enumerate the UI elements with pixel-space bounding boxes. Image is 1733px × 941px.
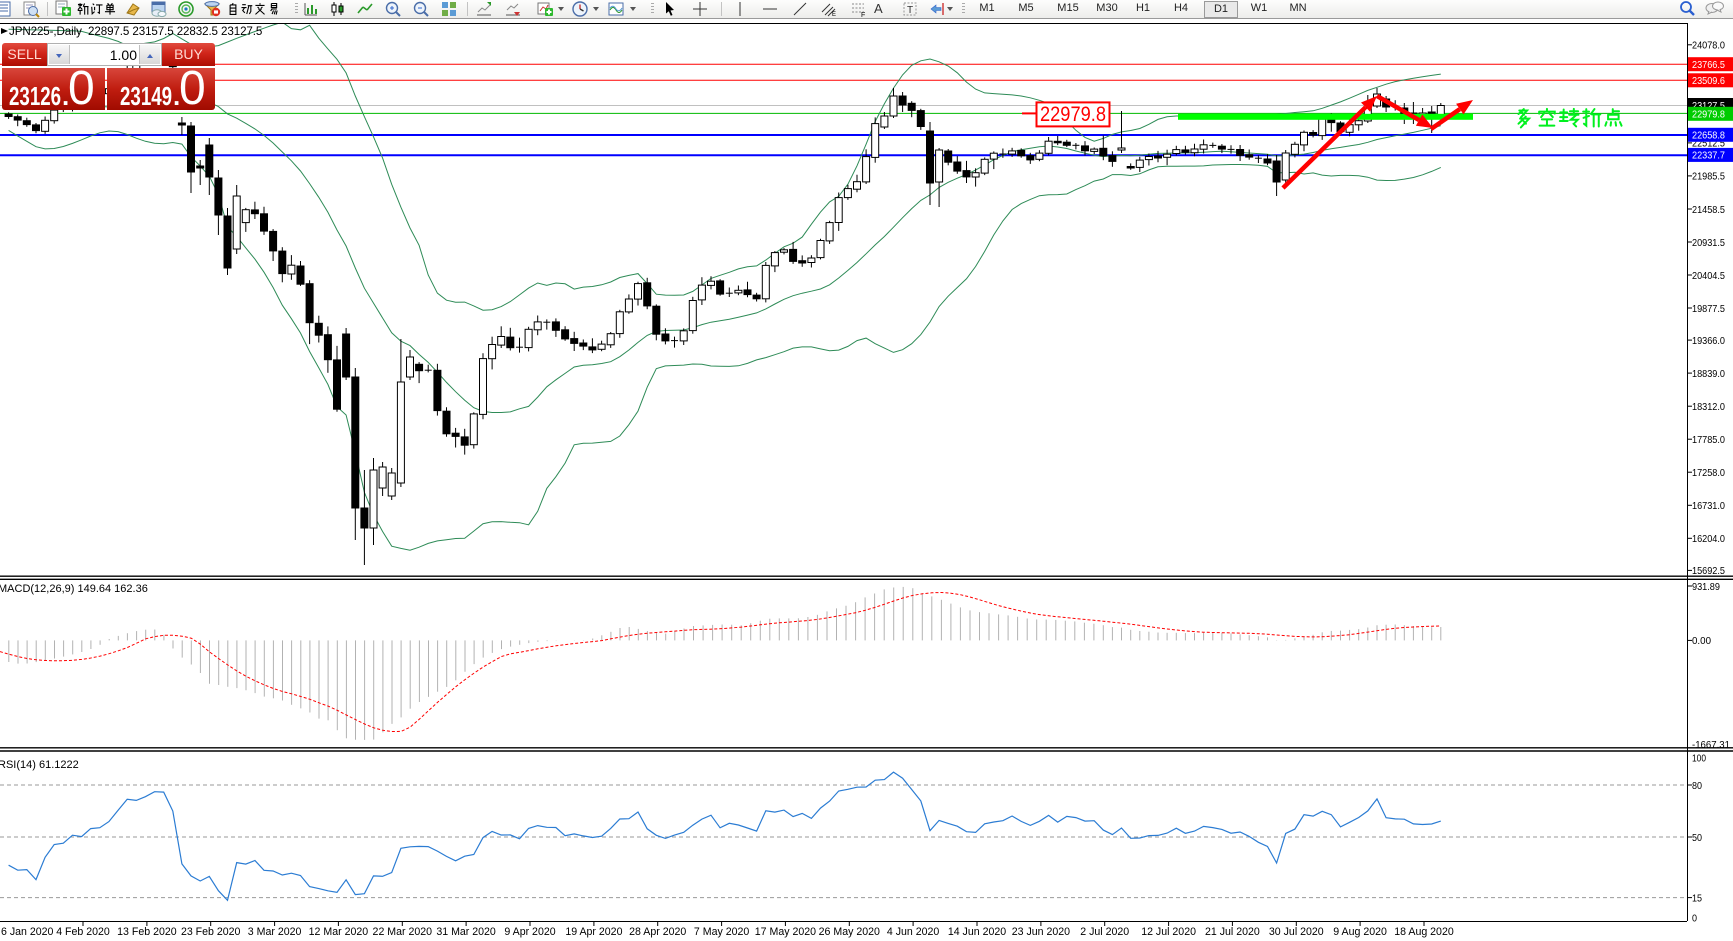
svg-text:18839.0: 18839.0 — [1692, 368, 1725, 380]
svg-text:100: 100 — [1692, 753, 1706, 765]
svg-text:18312.0: 18312.0 — [1692, 401, 1725, 413]
svg-text:4 Feb 2020: 4 Feb 2020 — [56, 926, 110, 938]
svg-text:24078.0: 24078.0 — [1692, 40, 1725, 52]
svg-text:22979.8: 22979.8 — [1692, 109, 1725, 121]
svg-text:22658.8: 22658.8 — [1692, 130, 1725, 142]
svg-text:12 Jul 2020: 12 Jul 2020 — [1141, 926, 1196, 938]
svg-text:28 Apr 2020: 28 Apr 2020 — [629, 926, 686, 938]
svg-text:2 Jul 2020: 2 Jul 2020 — [1080, 926, 1129, 938]
svg-text:7 May 2020: 7 May 2020 — [694, 926, 749, 938]
svg-text:17258.0: 17258.0 — [1692, 467, 1725, 479]
svg-text:16731.0: 16731.0 — [1692, 500, 1725, 512]
svg-text:15692.5: 15692.5 — [1692, 565, 1725, 577]
svg-text:-1667.31: -1667.31 — [1692, 739, 1730, 751]
svg-text:T: T — [907, 5, 913, 16]
svg-text:23766.5: 23766.5 — [1692, 59, 1725, 71]
svg-text:23509.6: 23509.6 — [1692, 75, 1725, 87]
svg-text:23 Jun 2020: 23 Jun 2020 — [1012, 926, 1070, 938]
svg-text:6 Jan 2020: 6 Jan 2020 — [1, 926, 54, 938]
svg-text:26 May 2020: 26 May 2020 — [819, 926, 880, 938]
svg-text:17 May 2020: 17 May 2020 — [755, 926, 816, 938]
svg-text:18 Aug 2020: 18 Aug 2020 — [1394, 926, 1454, 938]
svg-text:15: 15 — [1692, 892, 1702, 904]
svg-text:F: F — [861, 12, 865, 18]
svg-text:19 Apr 2020: 19 Apr 2020 — [565, 926, 622, 938]
svg-text:17785.0: 17785.0 — [1692, 434, 1725, 446]
svg-text:9 Aug 2020: 9 Aug 2020 — [1333, 926, 1387, 938]
svg-text:21 Jul 2020: 21 Jul 2020 — [1205, 926, 1260, 938]
svg-text:20404.5: 20404.5 — [1692, 270, 1725, 282]
svg-text:13 Feb 2020: 13 Feb 2020 — [117, 926, 177, 938]
svg-text:31 Mar 2020: 31 Mar 2020 — [436, 926, 496, 938]
svg-text:E: E — [832, 12, 836, 18]
svg-text:21458.5: 21458.5 — [1692, 204, 1725, 216]
svg-text:19366.0: 19366.0 — [1692, 335, 1725, 347]
svg-text:0.00: 0.00 — [1692, 635, 1711, 647]
svg-text:3 Mar 2020: 3 Mar 2020 — [248, 926, 302, 938]
svg-text:20931.5: 20931.5 — [1692, 237, 1725, 249]
svg-text:RSI(14) 61.1222: RSI(14) 61.1222 — [0, 759, 79, 771]
svg-text:931.89: 931.89 — [1692, 581, 1720, 593]
svg-text:50: 50 — [1692, 832, 1702, 844]
svg-text:23 Feb 2020: 23 Feb 2020 — [181, 926, 241, 938]
svg-text:80: 80 — [1692, 780, 1702, 792]
svg-text:JPN225-,Daily 22897.5 23157.5: JPN225-,Daily 22897.5 23157.5 22832.5 23… — [9, 25, 262, 38]
svg-text:19877.5: 19877.5 — [1692, 303, 1725, 315]
svg-text:4 Jun 2020: 4 Jun 2020 — [887, 926, 940, 938]
svg-text:MACD(12,26,9) 149.64 162.36: MACD(12,26,9) 149.64 162.36 — [0, 583, 148, 595]
svg-text:22 Mar 2020: 22 Mar 2020 — [373, 926, 433, 938]
svg-text:9 Apr 2020: 9 Apr 2020 — [504, 926, 555, 938]
svg-text:14 Jun 2020: 14 Jun 2020 — [948, 926, 1006, 938]
svg-text:30 Jul 2020: 30 Jul 2020 — [1269, 926, 1324, 938]
svg-text:12 Mar 2020: 12 Mar 2020 — [309, 926, 369, 938]
svg-text:22979.8: 22979.8 — [1040, 103, 1106, 126]
svg-text:16204.0: 16204.0 — [1692, 533, 1725, 545]
svg-text:22337.7: 22337.7 — [1692, 150, 1725, 162]
svg-text:0: 0 — [1692, 913, 1697, 925]
svg-text:21985.5: 21985.5 — [1692, 171, 1725, 183]
